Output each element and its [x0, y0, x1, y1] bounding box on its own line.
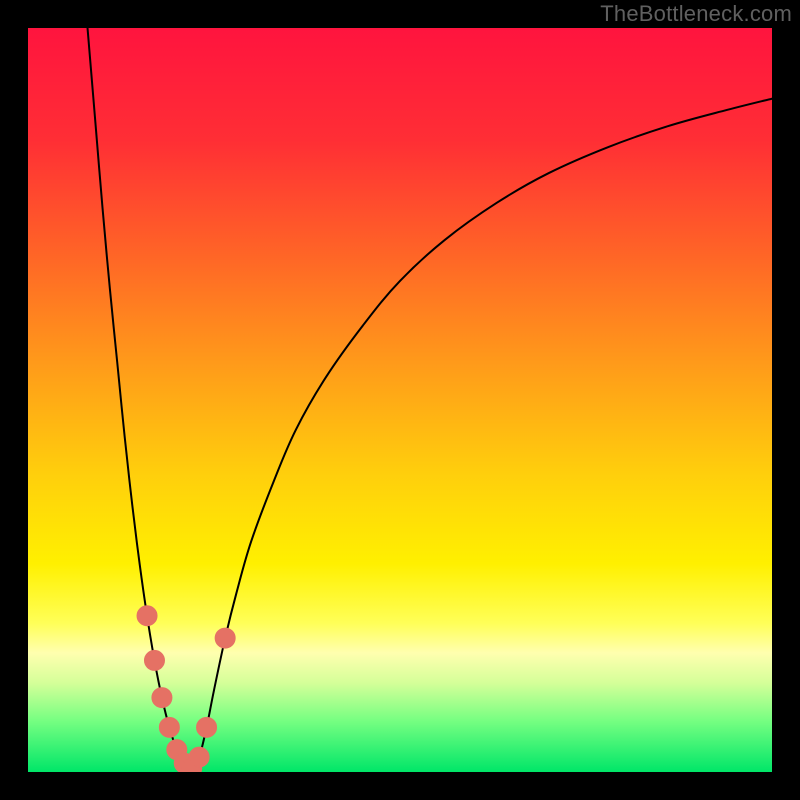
marker-point	[215, 628, 235, 648]
marker-point	[137, 606, 157, 626]
marker-point	[189, 747, 209, 767]
plot-svg	[28, 28, 772, 772]
watermark-text: TheBottleneck.com	[600, 1, 792, 27]
marker-point	[152, 688, 172, 708]
plot-area	[28, 28, 772, 772]
chart-root: TheBottleneck.com	[0, 0, 800, 800]
marker-point	[159, 717, 179, 737]
marker-point	[144, 650, 164, 670]
marker-point	[197, 717, 217, 737]
gradient-background	[28, 28, 772, 772]
